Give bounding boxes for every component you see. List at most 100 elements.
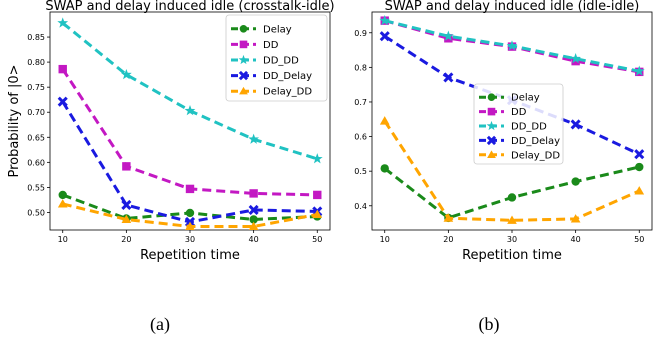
marker-stroke [486, 135, 497, 146]
data-point [249, 189, 258, 198]
data-point [571, 177, 580, 186]
data-point [249, 215, 258, 224]
data-point [121, 199, 132, 210]
data-point [570, 53, 582, 64]
chart-title: SWAP and delay induced idle (idle-idle) [385, 0, 640, 14]
data-point [58, 64, 67, 74]
legend-marker [239, 40, 248, 49]
data-point [185, 208, 195, 218]
data-point [571, 56, 580, 66]
legend-item: Delay_DD [231, 87, 312, 98]
data-point [121, 214, 132, 224]
y-tick-label: 0.9 [354, 29, 367, 38]
series-line [61, 100, 318, 224]
legend-item: DD_Delay [231, 70, 312, 82]
legend-box [473, 83, 564, 165]
data-point [570, 119, 581, 130]
x-tick-label: 30 [185, 235, 195, 244]
legend-item: Delay [479, 93, 540, 104]
data-point [442, 30, 454, 41]
series-dd-delay [57, 96, 323, 228]
legend-item: DD [479, 107, 527, 118]
chart-title: SWAP and delay induced idle (crosstalk-i… [45, 0, 334, 14]
legend-item: DD_Delay [479, 135, 560, 147]
data-point [120, 68, 132, 80]
marker-stroke [57, 96, 68, 107]
legend-marker [487, 107, 496, 116]
legend-label: DD [511, 107, 527, 118]
chart-title-group: SWAP and delay induced idle (idle-idle) [385, 0, 640, 14]
data-point [633, 65, 645, 76]
data-point [248, 221, 259, 231]
x-tick-label: 10 [58, 235, 68, 244]
x-axis-label: Repetition time [140, 248, 240, 263]
legend: Delay DD DD_DD DD_Delay Delay_DD [473, 83, 564, 165]
data-point [443, 72, 454, 83]
y-tick-label: 0.75 [27, 83, 45, 92]
marker-stroke [443, 72, 454, 83]
data-point [57, 17, 69, 28]
legend-label: DD_Delay [263, 71, 312, 82]
y-tick-label: 0.85 [27, 33, 45, 42]
data-point [443, 213, 454, 222]
series-dd-dd [379, 14, 645, 76]
data-point [634, 149, 645, 160]
x-tick-label: 50 [634, 235, 644, 244]
data-point [380, 164, 389, 173]
y-tick-label: 0.8 [354, 63, 367, 72]
series-delay [380, 162, 644, 223]
data-point [506, 40, 518, 51]
legend-item: DD_DD [231, 54, 299, 67]
legend-marker [239, 25, 248, 33]
legend-marker [238, 70, 249, 81]
x-tick-label: 40 [249, 235, 259, 244]
legend-item: DD [231, 40, 279, 51]
data-point [379, 31, 390, 42]
series-dd-dd [57, 17, 323, 164]
series-delay [58, 190, 322, 224]
data-point [312, 209, 323, 219]
chart-title-group: SWAP and delay induced idle (crosstalk-i… [45, 0, 334, 14]
legend-marker [487, 93, 496, 101]
legend-marker [487, 150, 496, 159]
x-axis-label: Repetition time [462, 248, 562, 263]
data-point [313, 190, 322, 200]
series-delay-dd [379, 116, 645, 224]
data-point [57, 96, 68, 107]
data-point [311, 153, 323, 164]
data-point [507, 193, 517, 202]
x-tick-label: 50 [312, 235, 322, 244]
legend-item: Delay_DD [479, 150, 560, 161]
data-point [379, 116, 390, 125]
series-dd [58, 64, 322, 200]
data-point [58, 190, 67, 200]
x-tick-label: 40 [571, 235, 581, 244]
marker-stroke [634, 149, 645, 160]
marker-stroke [379, 31, 390, 42]
data-point [122, 162, 131, 171]
marker-stroke [121, 199, 132, 210]
y-tick-label: 0.80 [27, 58, 45, 67]
y-tick-label: 0.60 [27, 158, 45, 167]
legend-box [225, 14, 328, 102]
data-point [570, 214, 581, 223]
series-delay-dd [57, 199, 323, 231]
data-point [185, 184, 195, 194]
y-tick-label: 0.65 [27, 133, 45, 142]
legend-label: DD_DD [263, 56, 299, 67]
y-tick-label: 0.4 [354, 202, 367, 211]
legend-label: DD [263, 40, 279, 51]
data-point [57, 199, 68, 208]
data-point [184, 105, 196, 116]
x-tick-label: 20 [121, 235, 131, 244]
panel-caption: (b) [479, 314, 500, 335]
x-tick-label: 30 [507, 235, 517, 244]
marker-stroke [238, 70, 249, 81]
y-tick-label: 0.5 [354, 167, 367, 176]
legend-label: Delay [263, 24, 292, 35]
y-tick-label: 0.55 [27, 183, 45, 192]
data-point [635, 162, 644, 172]
y-axis-label: Probability of |0> [7, 64, 22, 177]
legend-label: Delay [511, 93, 540, 104]
